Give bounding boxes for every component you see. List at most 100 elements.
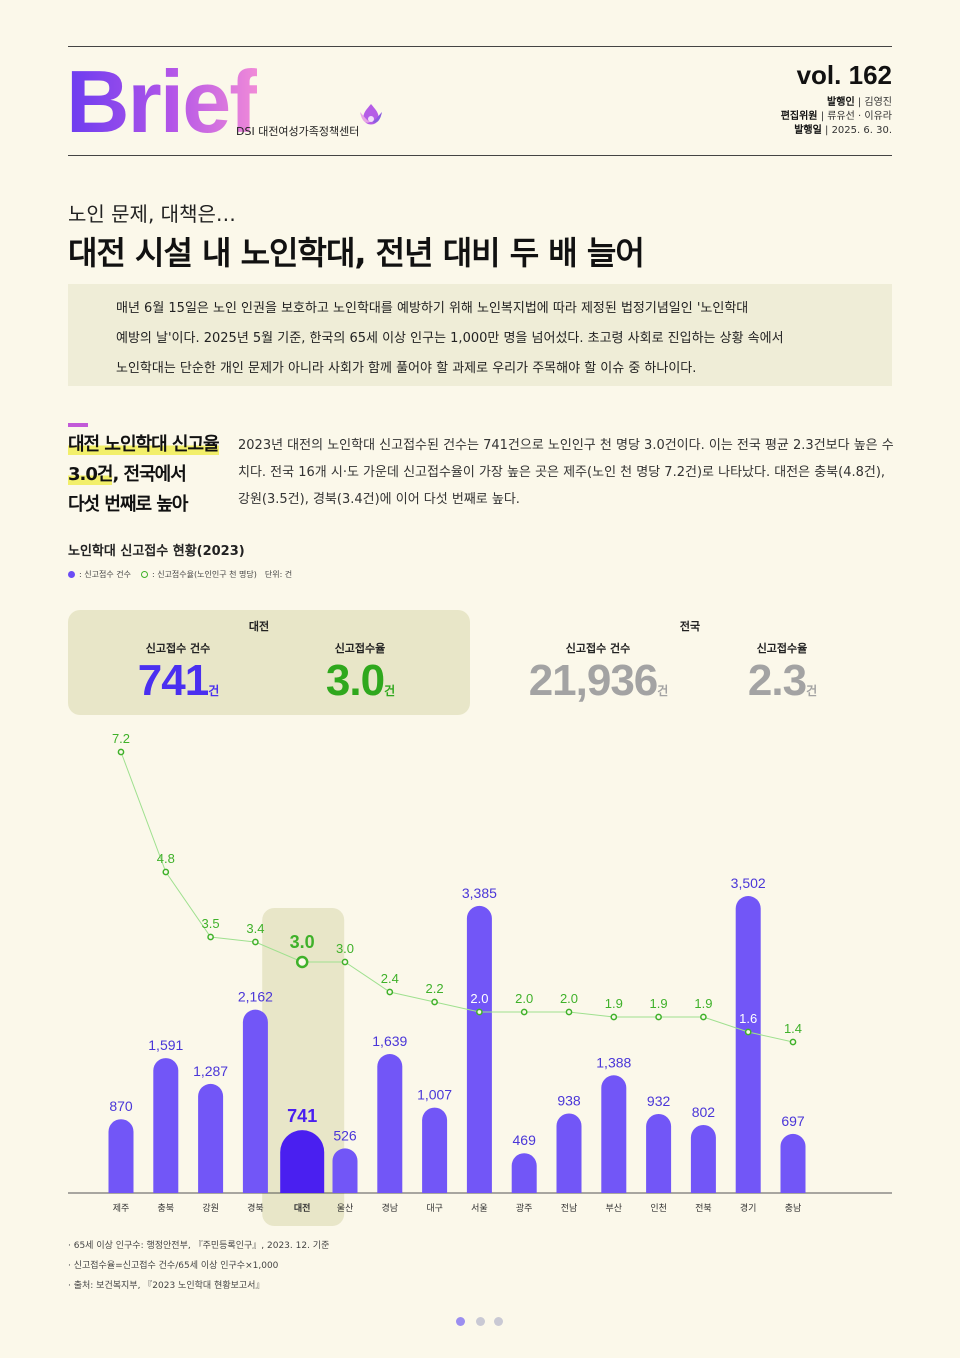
rate-point xyxy=(386,988,394,996)
rate-label: 2.0 xyxy=(560,991,578,1006)
header-rule xyxy=(68,155,892,156)
footnote: · 신고접수율=신고접수 건수/65세 이상 인구수×1,000 xyxy=(68,1261,279,1271)
rate-label: 3.5 xyxy=(202,916,220,931)
rate-point xyxy=(295,955,309,969)
count-bar xyxy=(690,1124,716,1193)
count-bar xyxy=(735,896,761,1193)
category-label: 대전 xyxy=(294,1202,311,1214)
rate-point xyxy=(565,1008,573,1016)
count-bar xyxy=(466,905,492,1193)
rate-line xyxy=(120,751,794,1043)
rate-point xyxy=(700,1013,707,1021)
count-bar xyxy=(556,1113,582,1193)
legend-count-label: : 신고접수 건수 xyxy=(79,570,131,579)
category-label: 인천 xyxy=(650,1203,667,1214)
count-label: 1,287 xyxy=(193,1063,228,1079)
count-label: 932 xyxy=(647,1093,671,1109)
top-rule xyxy=(68,46,892,47)
count-bar xyxy=(108,1119,134,1193)
page-dot[interactable] xyxy=(476,1317,485,1326)
national-count-label: 신고접수 건수 xyxy=(565,642,631,655)
rate-point xyxy=(655,1013,662,1021)
category-label: 강원 xyxy=(202,1203,219,1214)
rate-label: 3.4 xyxy=(246,921,264,936)
legend-count-marker xyxy=(68,571,75,578)
brief-logo: Brief xyxy=(66,52,258,151)
chart-title: 노인학대 신고접수 현황(2023) xyxy=(68,544,245,559)
rate-label: 1.9 xyxy=(650,996,668,1011)
rate-label: 2.4 xyxy=(381,971,399,986)
national-rate-label: 신고접수율 xyxy=(756,642,808,655)
national-count-value: 21,936건 xyxy=(528,656,669,705)
rate-label: 1.6 xyxy=(739,1011,757,1026)
category-label: 경기 xyxy=(740,1202,757,1214)
rate-label: 2.0 xyxy=(515,991,533,1006)
national-kpi-title: 전국 xyxy=(679,620,701,633)
rate-label: 4.8 xyxy=(157,851,175,866)
rate-label: 7.2 xyxy=(112,731,130,746)
rate-label: 1.9 xyxy=(605,996,623,1011)
legend-rate-marker xyxy=(140,571,148,578)
daejeon-count-value: 741건 xyxy=(137,656,219,705)
org-name: DSI 대전여성가족정책센터 xyxy=(236,125,360,138)
page-dot-active[interactable] xyxy=(456,1317,465,1326)
volume-number: vol. 162 xyxy=(796,60,892,90)
rate-point xyxy=(431,998,438,1006)
rate-label: 1.9 xyxy=(694,996,712,1011)
page-title: 대전 시설 내 노인학대, 전년 대비 두 배 늘어 xyxy=(68,234,645,272)
daejeon-rate-label: 신고접수율 xyxy=(334,642,386,655)
count-bar xyxy=(377,1053,403,1193)
legend-rate-label: : 신고접수율(노인인구 천 명당) xyxy=(151,570,257,579)
count-label: 1,639 xyxy=(372,1033,407,1049)
flower-logo-icon xyxy=(360,104,382,125)
count-label: 1,388 xyxy=(596,1054,631,1070)
count-label: 697 xyxy=(781,1113,805,1129)
rate-point xyxy=(476,1008,483,1016)
rate-point xyxy=(117,748,125,756)
subhead: 노인 문제, 대책은… xyxy=(68,202,236,226)
lead-line: 매년 6월 15일은 노인 인권을 보호하고 노인학대를 예방하기 위해 노인복… xyxy=(116,301,749,316)
rate-label: 2.2 xyxy=(426,981,444,996)
category-label: 제주 xyxy=(113,1203,130,1214)
count-label: 938 xyxy=(557,1092,581,1108)
rate-point xyxy=(207,933,214,941)
rate-point xyxy=(252,938,259,946)
count-bar xyxy=(332,1148,358,1193)
daejeon-kpi-box xyxy=(68,610,470,715)
section-accent xyxy=(68,423,88,427)
category-label: 전남 xyxy=(561,1203,578,1214)
category-label: 전북 xyxy=(695,1203,712,1214)
category-label: 부산 xyxy=(606,1203,623,1214)
page-dot[interactable] xyxy=(494,1317,503,1326)
section-title: 대전 노인학대 신고율 3.0건, 전국에서 다섯 번째로 높아 xyxy=(68,434,220,515)
daejeon-kpi-title: 대전 xyxy=(248,620,270,633)
count-label: 526 xyxy=(333,1127,357,1143)
count-bar xyxy=(601,1075,627,1193)
count-bar xyxy=(511,1153,537,1193)
category-label: 서울 xyxy=(471,1203,488,1214)
national-rate-value: 2.3건 xyxy=(747,656,817,705)
rate-label: 1.4 xyxy=(784,1021,802,1036)
category-label: 울산 xyxy=(337,1203,354,1214)
rate-point xyxy=(610,1013,618,1021)
count-label: 1,007 xyxy=(417,1087,452,1103)
count-label: 469 xyxy=(513,1132,537,1148)
category-label: 경북 xyxy=(247,1202,264,1214)
rate-point xyxy=(744,1028,752,1036)
chart-legend: : 신고접수 건수 : 신고접수율(노인인구 천 명당) 단위: 건 xyxy=(68,569,292,580)
daejeon-rate-value: 3.0건 xyxy=(325,656,395,705)
rate-label: 3.0 xyxy=(290,932,315,952)
count-label: 3,502 xyxy=(731,875,766,891)
count-label: 802 xyxy=(692,1104,716,1120)
rate-point xyxy=(341,958,349,966)
count-bar xyxy=(280,1130,325,1193)
category-label: 광주 xyxy=(516,1202,533,1214)
rate-label: 2.0 xyxy=(470,991,488,1006)
rate-point xyxy=(789,1038,797,1046)
legend-unit: 단위: 건 xyxy=(264,570,293,579)
category-label: 경남 xyxy=(382,1202,399,1214)
issue-meta: 발행인 | 김영진 편집위원 | 류유선 · 이유라 발행일 | 2025. 6… xyxy=(780,97,892,136)
count-bar xyxy=(198,1083,224,1193)
category-label: 충남 xyxy=(785,1203,802,1214)
daejeon-count-label: 신고접수 건수 xyxy=(145,642,211,655)
